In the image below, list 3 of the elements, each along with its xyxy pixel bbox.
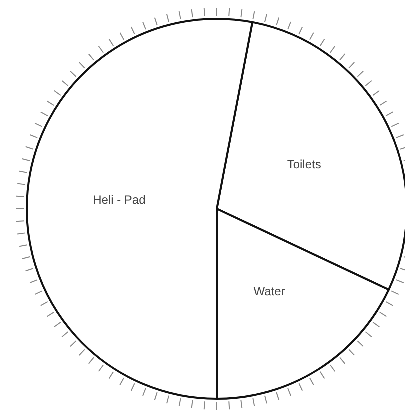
- slice-label: Heli - Pad: [93, 192, 146, 207]
- slice-label: Toilets: [287, 158, 322, 172]
- slice-label: Water: [254, 284, 286, 299]
